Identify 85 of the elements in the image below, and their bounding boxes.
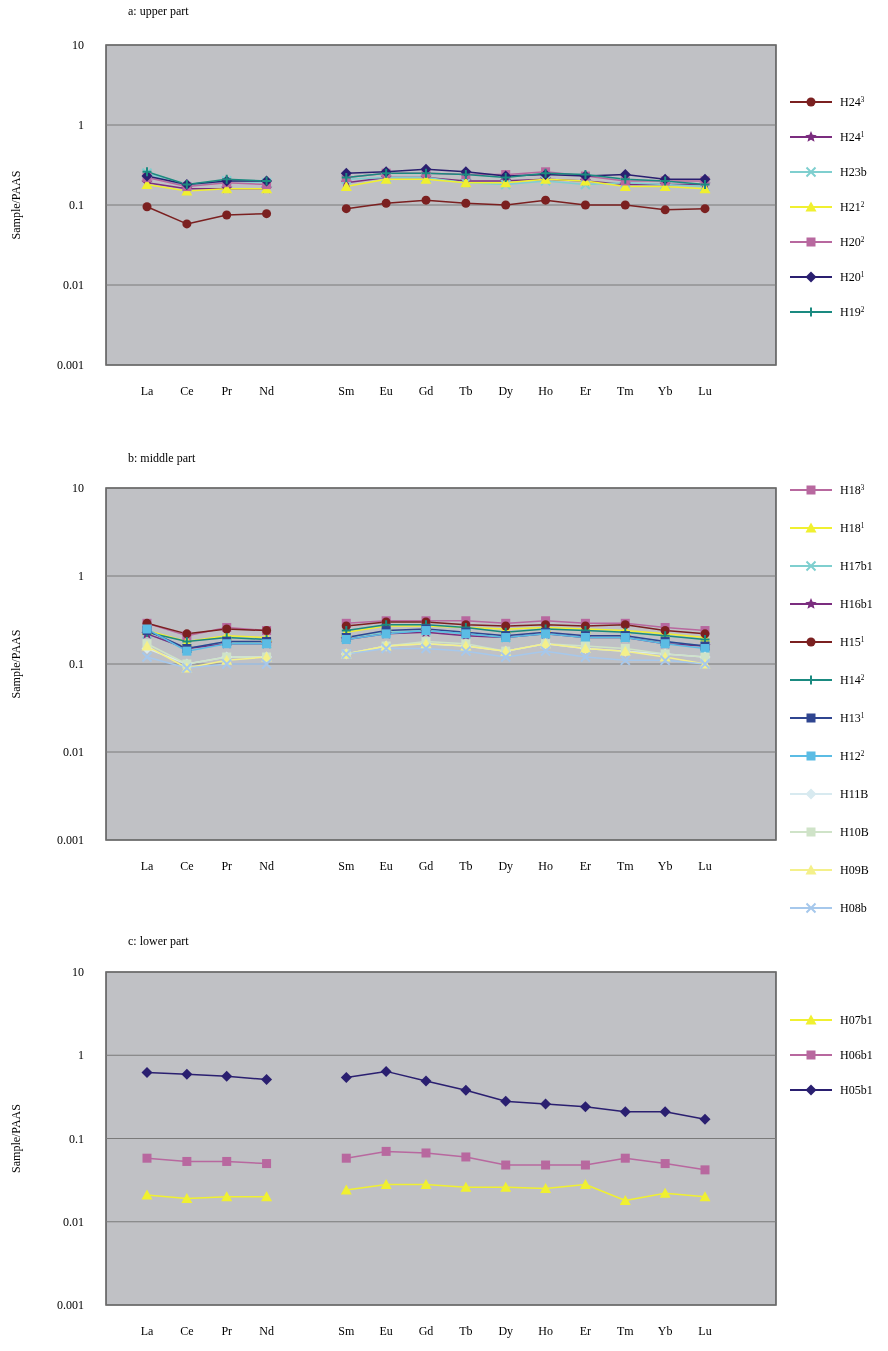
y-tick-label: 0.1: [69, 1131, 84, 1146]
x-tick-label: Nd: [259, 384, 274, 398]
legend-label: H05b1: [840, 1083, 873, 1097]
legend-label: H15$^{1}$: [840, 635, 865, 649]
y-tick-label: 0.01: [63, 278, 84, 292]
legend-label: H18$^{3}$: [840, 483, 865, 497]
legend-label: H18$^{1}$: [840, 521, 865, 535]
y-tick-label: 10: [72, 965, 84, 979]
legend-label: H09B: [840, 863, 869, 877]
x-tick-label: La: [140, 859, 154, 873]
x-tick-label: Ce: [180, 859, 194, 873]
legend-label: H24$^{1}$: [840, 130, 865, 144]
chart-title: c: lower part: [128, 934, 190, 948]
x-tick-label: Pr: [221, 384, 233, 398]
y-tick-label: 1: [78, 1048, 84, 1063]
x-tick-label: Pr: [221, 1324, 233, 1338]
x-tick-label: Er: [579, 384, 592, 398]
x-tick-label: Dy: [498, 859, 514, 873]
legend-label: H23b: [840, 165, 867, 179]
x-tick-label: Gd: [418, 384, 434, 398]
y-tick-label: 0.1: [69, 198, 84, 212]
legend-label: H24$^{3}$: [840, 95, 865, 109]
y-tick-label: 1: [78, 569, 84, 583]
x-tick-label: Er: [579, 1324, 592, 1338]
x-tick-label: Eu: [379, 859, 393, 873]
x-tick-label: Eu: [379, 384, 393, 398]
x-tick-label: Dy: [498, 384, 514, 398]
x-tick-label: Dy: [498, 1324, 514, 1338]
x-tick-label: Ce: [180, 384, 194, 398]
y-tick-label: 0.01: [63, 745, 84, 759]
y-axis-title: Sample/PAAS: [9, 629, 23, 699]
y-tick-label: 0.01: [63, 1214, 84, 1229]
x-tick-label: Gd: [418, 859, 434, 873]
x-tick-label: Nd: [259, 859, 274, 873]
legend-label: H11B: [840, 787, 869, 801]
legend-label: H13$^{1}$: [840, 711, 865, 725]
x-tick-label: Sm: [338, 384, 355, 398]
x-tick-label: La: [140, 384, 154, 398]
x-tick-label: Sm: [338, 1324, 355, 1338]
y-tick-label: 0.001: [57, 833, 84, 847]
legend-label: H08b: [840, 901, 867, 915]
chart-title: b: middle part: [128, 451, 196, 465]
legend-label: H20$^{1}$: [840, 270, 865, 284]
legend-label: H21$^{2}$: [840, 200, 865, 214]
x-tick-label: Lu: [698, 384, 712, 398]
legend-label: H06b1: [840, 1048, 873, 1062]
x-tick-label: Tb: [459, 1324, 473, 1338]
x-tick-label: Ce: [180, 1324, 194, 1338]
legend-label: H10B: [840, 825, 869, 839]
x-tick-label: Lu: [698, 859, 712, 873]
legend-label: H16b1: [840, 597, 873, 611]
x-tick-label: Tm: [616, 859, 635, 873]
x-tick-label: Ho: [538, 1324, 553, 1338]
x-tick-label: Tm: [616, 384, 635, 398]
x-tick-label: Tm: [616, 1324, 635, 1338]
x-tick-label: Yb: [657, 859, 673, 873]
y-tick-label: 1: [78, 118, 84, 132]
legend-label: H20$^{2}$: [840, 235, 865, 249]
x-tick-label: Yb: [657, 384, 673, 398]
x-tick-label: Gd: [418, 1324, 434, 1338]
x-tick-label: Tb: [459, 384, 473, 398]
legend-label: H17b1: [840, 559, 873, 573]
legend-label: H12$^{2}$: [840, 749, 865, 763]
y-tick-label: 10: [72, 38, 84, 52]
y-axis-title: Sample/PAAS: [9, 170, 23, 240]
legend-label: H07b1: [840, 1013, 873, 1027]
x-tick-label: Sm: [338, 859, 355, 873]
chart-title: a: upper part: [128, 4, 190, 18]
y-tick-label: 0.001: [57, 1298, 84, 1312]
x-tick-label: Yb: [657, 1324, 673, 1338]
x-tick-label: Ho: [538, 384, 553, 398]
x-tick-label: Lu: [698, 1324, 712, 1338]
legend-label: H14$^{2}$: [840, 673, 865, 687]
legend-label: H19$^{2}$: [840, 305, 865, 319]
y-tick-label: 10: [72, 481, 84, 495]
x-tick-label: Nd: [259, 1324, 274, 1338]
x-tick-label: Eu: [379, 1324, 393, 1338]
y-axis-title: Sample/PAAS: [9, 1104, 23, 1173]
y-tick-label: 0.1: [69, 657, 84, 671]
x-tick-label: Ho: [538, 859, 553, 873]
x-tick-label: Tb: [459, 859, 473, 873]
y-tick-label: 0.001: [57, 358, 84, 372]
x-tick-label: Er: [579, 859, 592, 873]
x-tick-label: Pr: [221, 859, 233, 873]
x-tick-label: La: [140, 1324, 154, 1338]
